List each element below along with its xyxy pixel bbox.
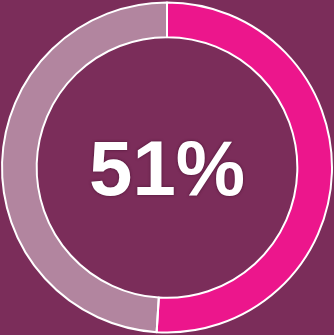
svg-text:51%: 51% [89, 124, 245, 212]
